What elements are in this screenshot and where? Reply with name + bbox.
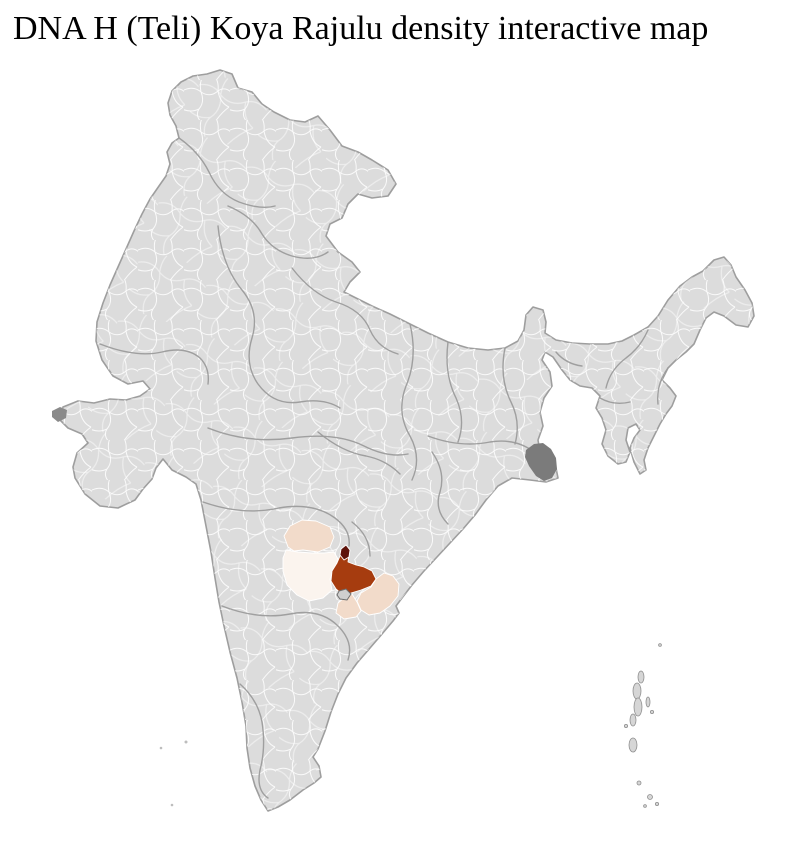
district-high-density[interactable] <box>330 550 377 596</box>
andaman-nicobar-islands <box>624 643 662 808</box>
district-highest-density[interactable] <box>339 544 351 561</box>
district-medium-density-nw[interactable] <box>283 519 335 553</box>
state-borders <box>99 137 669 799</box>
urban-enclave-district[interactable] <box>336 588 352 601</box>
district-medium-density-east[interactable] <box>356 572 400 616</box>
kutch-marsh-patch <box>52 407 67 422</box>
density-highlight-cluster <box>282 519 400 620</box>
sundarbans-delta-patch <box>525 443 557 481</box>
page-title: DNA H (Teli) Koya Rajulu density interac… <box>13 10 709 47</box>
lakshadweep-islands <box>159 740 188 807</box>
district-low-density-west[interactable] <box>282 549 339 602</box>
